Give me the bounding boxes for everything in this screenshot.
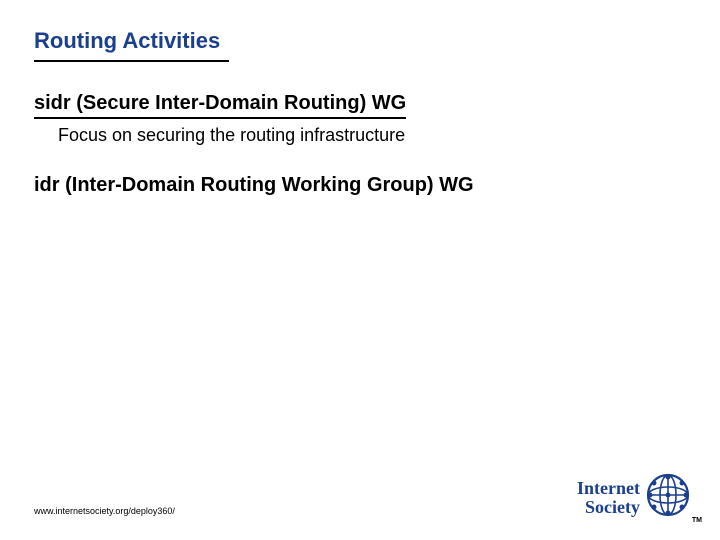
logo-text-line2: Society (577, 498, 640, 517)
title-underline (34, 60, 229, 62)
sidr-heading: sidr (Secure Inter-Domain Routing) WG (34, 92, 674, 119)
slide: Routing Activities sidr (Secure Inter-Do… (0, 0, 720, 540)
title-block: Routing Activities (34, 28, 229, 62)
idr-heading: idr (Inter-Domain Routing Working Group)… (34, 174, 674, 197)
slide-title: Routing Activities (34, 28, 229, 54)
trademark-label: TM (692, 517, 702, 524)
logo: Internet Society (577, 473, 690, 522)
globe-icon: TM (646, 473, 690, 522)
body-content: sidr (Secure Inter-Domain Routing) WG Fo… (34, 92, 674, 197)
logo-text-line1: Internet (577, 479, 640, 498)
logo-text: Internet Society (577, 479, 640, 517)
sidr-heading-text: sidr (Secure Inter-Domain Routing) WG (34, 92, 406, 119)
sidr-subtext: Focus on securing the routing infrastruc… (58, 125, 674, 146)
footer-url: www.internetsociety.org/deploy360/ (34, 506, 175, 516)
